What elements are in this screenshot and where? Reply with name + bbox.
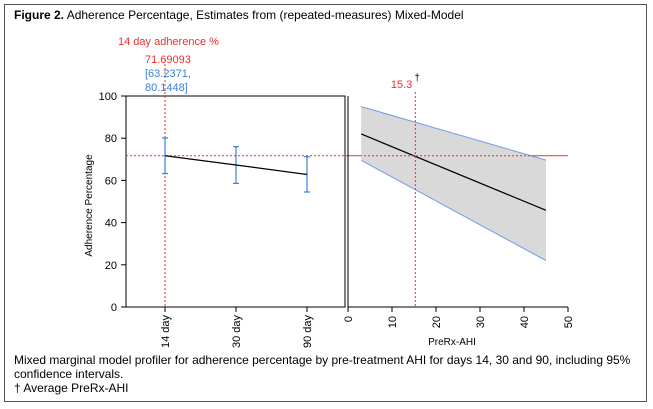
ci-lower-edge [360,159,547,262]
y-tick-label: 20 [105,260,117,272]
y-tick-label: 0 [111,302,117,314]
x-tick-label: 30 [475,316,487,328]
left-plot-frame [125,95,346,308]
caption-line-1: Mixed marginal model profiler for adhere… [14,353,631,367]
readout-value: 71.69093 [145,54,191,66]
x-tick-label: 10 [387,316,399,328]
readout-ci-low: [63.2371, [145,68,191,80]
readout-ci-high: 80.1448] [145,82,188,94]
figure-title: Figure 2. Adherence Percentage, Estimate… [14,8,464,22]
ci-upper-edge [361,106,547,161]
y-tick-label: 60 [105,175,117,187]
estimate-line [164,155,308,176]
y-tick-label: 80 [105,133,117,145]
caption-line-2: confidence intervals. [14,367,124,381]
x-tick-label: 20 [431,316,443,328]
y-tick-label: 100 [99,91,117,103]
figure-title-text: Adherence Percentage, Estimates from (re… [66,8,464,22]
x-axis-title: PreRx-AHI [428,337,476,348]
y-axis-title: Adherence Percentage [84,154,95,257]
y-tick-label: 40 [105,218,117,230]
figure-label: Figure 2. [14,8,65,22]
figure-caption: Mixed marginal model profiler for adhere… [14,353,634,395]
ahi-dagger: † [414,73,420,84]
x-category-label: 14 day [160,315,172,349]
ahi-estimate-line [360,133,547,211]
x-tick-label: 50 [563,316,575,328]
confidence-band [361,106,546,261]
x-category-label: 30 day [231,315,243,349]
x-category-label: 90 day [302,315,314,349]
x-tick-label: 0 [343,316,355,322]
caption-line-3: † Average PreRx-AHI [14,381,129,395]
x-tick-label: 40 [519,316,531,328]
readout-label: 14 day adherence % [118,36,219,48]
ahi-readout-value: 15.3 [391,79,412,91]
